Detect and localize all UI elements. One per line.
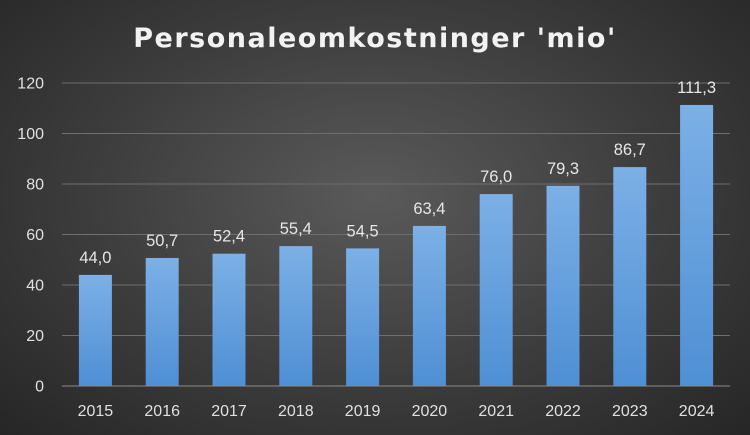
- x-tick-label-2021: 2021: [478, 403, 514, 420]
- bars: [78, 104, 714, 386]
- x-tick-label-2016: 2016: [144, 403, 180, 420]
- bar-2015: [78, 274, 112, 386]
- data-label-2023: 86,7: [614, 141, 646, 159]
- x-tick-label-2017: 2017: [211, 403, 247, 420]
- x-tick-label-2022: 2022: [545, 403, 581, 420]
- x-tick-label-2018: 2018: [278, 403, 314, 420]
- y-tick-label: 0: [35, 379, 44, 396]
- x-tick-label-2020: 2020: [412, 403, 448, 420]
- y-tick-label: 20: [26, 328, 44, 345]
- bar-2018: [279, 246, 313, 386]
- y-tick-label: 120: [17, 76, 44, 93]
- data-label-2024: 111,3: [677, 79, 716, 97]
- y-axis-ticks: 0 20 40 60 80 100 120: [17, 76, 44, 396]
- bar-2023: [613, 167, 647, 386]
- y-tick-label: 80: [26, 177, 44, 194]
- bar-2024: [680, 104, 714, 386]
- bar-2021: [479, 194, 513, 386]
- data-label-2018: 55,4: [280, 220, 312, 238]
- x-axis-ticks: 2015 2016 2017 2018 2019 2020 2021 2022 2023 2024: [78, 403, 715, 420]
- y-tick-label: 60: [26, 227, 44, 244]
- data-label-2020: 63,4: [413, 200, 445, 218]
- y-tick-label: 100: [17, 126, 44, 143]
- data-label-2016: 50,7: [146, 232, 178, 250]
- x-tick-label-2023: 2023: [612, 403, 648, 420]
- bar-2016: [145, 257, 179, 386]
- data-labels: 44,0 50,7 52,4 55,4 54,5 63,4 76,0 79,3 86,7 111,…: [79, 79, 716, 267]
- data-label-2021: 76,0: [480, 168, 512, 186]
- bar-2017: [212, 253, 246, 386]
- bar-2019: [346, 248, 380, 386]
- data-label-2015: 44,0: [79, 249, 111, 267]
- data-label-2019: 54,5: [347, 222, 379, 240]
- bar-2022: [546, 185, 580, 386]
- bar-2020: [412, 225, 446, 386]
- x-tick-label-2024: 2024: [679, 403, 715, 420]
- x-tick-label-2019: 2019: [345, 403, 381, 420]
- chart-title: Personaleomkostninger 'mio': [133, 23, 617, 54]
- data-label-2022: 79,3: [547, 160, 579, 178]
- x-tick-label-2015: 2015: [78, 403, 114, 420]
- y-tick-label: 40: [26, 278, 44, 295]
- data-label-2017: 52,4: [213, 228, 245, 246]
